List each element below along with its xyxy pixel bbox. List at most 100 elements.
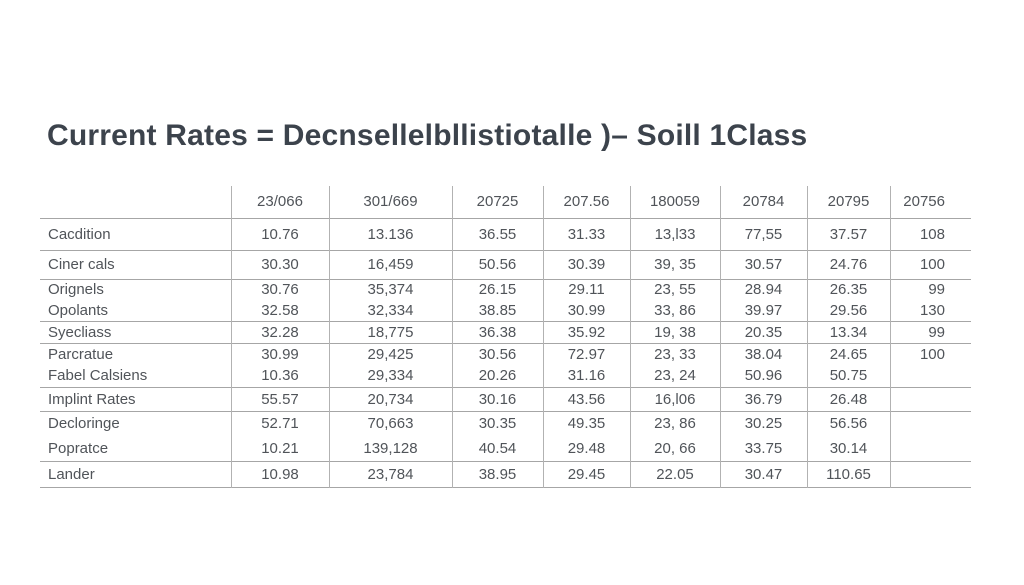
cell-value: 20, 66 [629, 436, 720, 461]
cell-value: 30.47 [719, 461, 807, 487]
cell-value: 30.16 [451, 387, 543, 411]
cell-value: 19, 38 [629, 321, 720, 343]
rates-table: 23/066 301/669 20725 207.56 180059 20784 20795… [40, 186, 971, 488]
cell-value: 29.56 [806, 300, 890, 321]
row-group: Lander 10.98 23,784 38.95 29.45 22.05 30.47 110… [40, 461, 971, 487]
cell-value: 110.65 [806, 461, 890, 487]
cell-value: 20,734 [328, 387, 452, 411]
cell-value: 13.136 [328, 218, 452, 250]
cell-value: 29,425 [328, 343, 452, 365]
cell-value: 30.25 [719, 411, 807, 436]
cell-value: 70,663 [328, 411, 452, 436]
cell-value: 32,334 [328, 300, 452, 321]
cell-value: 24.76 [806, 250, 890, 279]
cell-value: 18,775 [328, 321, 452, 343]
row-label: Lander [48, 465, 95, 483]
page-title: Current Rates = Decnsellelbllistiotalle … [47, 119, 808, 152]
cell-value: 35.92 [542, 321, 630, 343]
cell-value: 30.35 [451, 411, 543, 436]
cell-value: 50.75 [806, 365, 890, 387]
cell-value: 10.98 [230, 461, 329, 487]
row-group: Orignels 30.76 35,374 26.15 29.11 23, 55 28.94… [40, 279, 971, 321]
cell-value: 139,128 [328, 436, 452, 461]
cell-value: 26.15 [451, 279, 543, 300]
cell-value: 10.21 [230, 436, 329, 461]
table-row: Parcratue 30.99 29,425 30.56 72.97 23, 33 38.0… [40, 343, 971, 365]
cell-value: 13,l33 [629, 218, 720, 250]
cell-value: 28.94 [719, 279, 807, 300]
cell-value: 108 [889, 218, 971, 250]
cell-value: 30.57 [719, 250, 807, 279]
cell-value: 23, 55 [629, 279, 720, 300]
column-header: 180059 [629, 186, 720, 218]
cell-value [889, 387, 971, 411]
cell-value: 72.97 [542, 343, 630, 365]
cell-value: 23, 33 [629, 343, 720, 365]
table-row: Syecliass 32.28 18,775 36.38 35.92 19, 38 20.3… [40, 321, 971, 343]
cell-value: 36.38 [451, 321, 543, 343]
cell-value: 39, 35 [629, 250, 720, 279]
cell-value: 99 [889, 321, 971, 343]
table-row: Cacdition 10.76 13.136 36.55 31.33 13,l33 77,5… [40, 218, 971, 250]
column-header: 20784 [719, 186, 807, 218]
cell-value: 33, 86 [629, 300, 720, 321]
cell-value: 100 [889, 250, 971, 279]
row-label: Popratce [48, 439, 109, 457]
cell-value: 130 [889, 300, 971, 321]
cell-value: 29.45 [542, 461, 630, 487]
row-label: Cacdition [48, 225, 111, 243]
row-group: Parcratue 30.99 29,425 30.56 72.97 23, 33 38.0… [40, 343, 971, 387]
cell-value [889, 365, 971, 387]
row-label: Ciner cals [48, 256, 115, 273]
cell-value: 38.95 [451, 461, 543, 487]
cell-value [889, 461, 971, 487]
cell-value: 30.30 [230, 250, 329, 279]
cell-value: 22.05 [629, 461, 720, 487]
table-row: Fabel Calsiens 10.36 29,334 20.26 31.16 23, 2… [40, 365, 971, 387]
cell-value: 32.58 [230, 300, 329, 321]
cell-value: 56.56 [806, 411, 890, 436]
cell-value: 37.57 [806, 218, 890, 250]
cell-value: 24.65 [806, 343, 890, 365]
cell-value: 23, 24 [629, 365, 720, 387]
row-label: Fabel Calsiens [48, 367, 148, 385]
row-label: Orignels [48, 281, 104, 299]
cell-value: 38.85 [451, 300, 543, 321]
cell-value: 29,334 [328, 365, 452, 387]
corner-cell [40, 186, 231, 218]
row-label: Syecliass [48, 323, 112, 341]
cell-value: 55.57 [230, 387, 329, 411]
cell-value: 16,459 [328, 250, 452, 279]
column-header: 20795 [806, 186, 890, 218]
cell-value: 30.99 [230, 343, 329, 365]
cell-value: 99 [889, 279, 971, 300]
cell-value: 40.54 [451, 436, 543, 461]
header-row: 23/066 301/669 20725 207.56 180059 20784 20795… [40, 186, 971, 218]
cell-value: 52.71 [230, 411, 329, 436]
cell-value: 26.35 [806, 279, 890, 300]
cell-value: 30.76 [230, 279, 329, 300]
column-header: 20756 [889, 186, 971, 218]
rates-table-container: 23/066 301/669 20725 207.56 180059 20784 20795… [40, 186, 971, 488]
row-label: Parcratue [48, 345, 114, 363]
cell-value: 43.56 [542, 387, 630, 411]
column-header: 20725 [451, 186, 543, 218]
cell-value: 30.56 [451, 343, 543, 365]
cell-value: 50.96 [719, 365, 807, 387]
row-group: Implint Rates 55.57 20,734 30.16 43.56 16,l06… [40, 387, 971, 411]
row-group: Syecliass 32.28 18,775 36.38 35.92 19, 38 20.3… [40, 321, 971, 343]
table-row: Orignels 30.76 35,374 26.15 29.11 23, 55 28.94… [40, 279, 971, 300]
cell-value: 13.34 [806, 321, 890, 343]
table-row: Implint Rates 55.57 20,734 30.16 43.56 16,l06… [40, 387, 971, 411]
cell-value: 32.28 [230, 321, 329, 343]
cell-value: 31.33 [542, 218, 630, 250]
cell-value: 16,l06 [629, 387, 720, 411]
cell-value: 100 [889, 343, 971, 365]
table-row: Decloringe 52.71 70,663 30.35 49.35 23, 86 30.… [40, 411, 971, 436]
cell-value: 49.35 [542, 411, 630, 436]
cell-value: 35,374 [328, 279, 452, 300]
table-row: Opolants 32.58 32,334 38.85 30.99 33, 86 39.97… [40, 300, 971, 321]
row-group: Decloringe 52.71 70,663 30.35 49.35 23, 86 30.… [40, 411, 971, 461]
cell-value: 30.14 [806, 436, 890, 461]
row-label: Decloringe [48, 415, 120, 433]
